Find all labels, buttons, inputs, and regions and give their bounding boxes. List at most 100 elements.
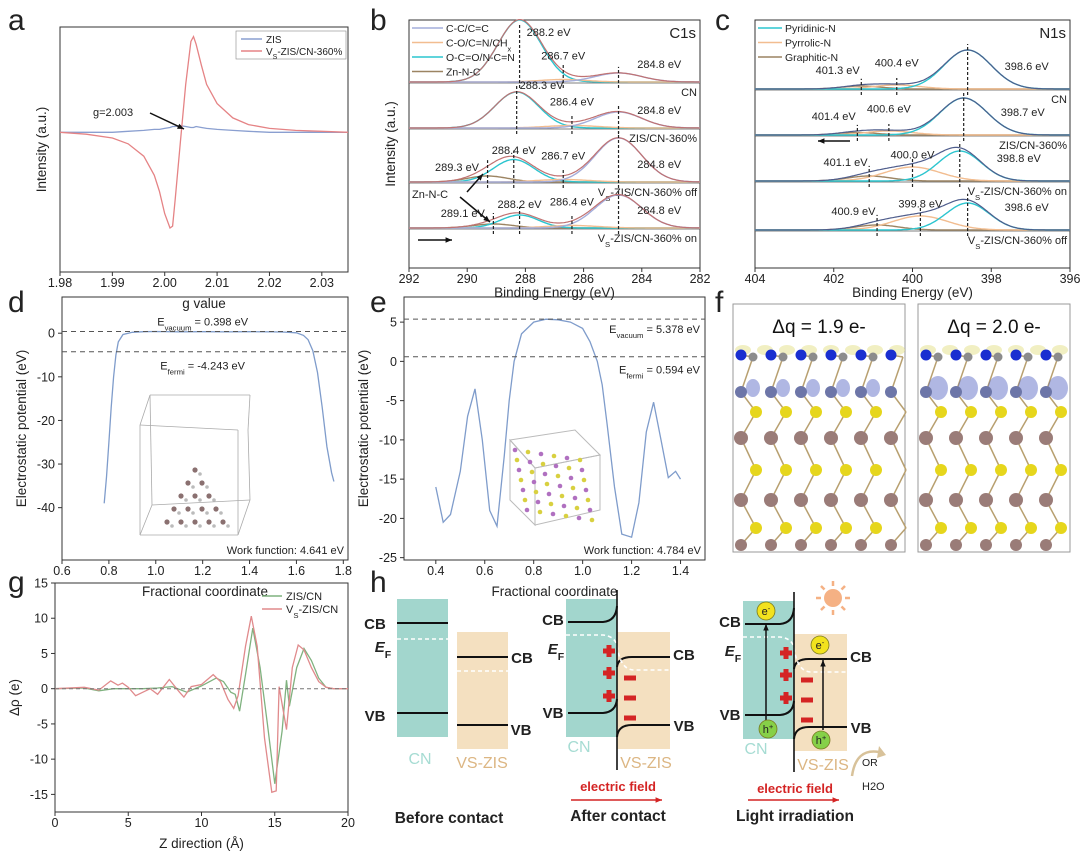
x-tick-label: 290 bbox=[457, 272, 478, 286]
atom bbox=[885, 539, 897, 551]
atom bbox=[185, 480, 191, 486]
text-span: + bbox=[822, 733, 827, 742]
text-span: -ZIS/CN-360% on bbox=[610, 233, 697, 245]
y-tick-label: 5 bbox=[390, 316, 397, 330]
text-span: 1.98 bbox=[48, 276, 72, 290]
atom bbox=[979, 431, 993, 445]
atom bbox=[574, 505, 580, 511]
atom bbox=[870, 464, 882, 476]
atom bbox=[1023, 352, 1033, 362]
peak-label: 400.4 eV bbox=[875, 58, 920, 70]
text-span: CB bbox=[511, 650, 533, 667]
text-span: 290 bbox=[457, 272, 478, 286]
x-tick-label: 10 bbox=[195, 816, 209, 830]
y-tick-label: -40 bbox=[37, 501, 55, 515]
x-axis-label: Binding Energy (eV) bbox=[494, 285, 615, 300]
y-tick-label: -5 bbox=[37, 717, 48, 731]
text-span: 400.0 eV bbox=[890, 150, 935, 162]
atom bbox=[870, 406, 882, 418]
atom bbox=[780, 522, 792, 534]
cell-edge bbox=[509, 429, 602, 469]
atom bbox=[206, 493, 212, 499]
atom bbox=[1009, 431, 1023, 445]
atom bbox=[198, 524, 202, 528]
text-span: b bbox=[370, 4, 387, 37]
x-axis-label: g value bbox=[182, 296, 226, 311]
panel-g-chart: 0 5 10 15 20 15 10 5 0 -5 -10 -15 Z direction (Å) Δρ … bbox=[7, 577, 355, 852]
peak-label: 284.8 eV bbox=[637, 205, 682, 217]
peak-label: 284.8 eV bbox=[637, 159, 682, 171]
atom bbox=[212, 524, 216, 528]
atom bbox=[933, 352, 943, 362]
atom bbox=[553, 463, 559, 469]
atom bbox=[192, 467, 198, 473]
atom bbox=[980, 349, 992, 361]
atom bbox=[995, 406, 1007, 418]
positive-charge-icon bbox=[783, 692, 789, 704]
cell-edge bbox=[247, 429, 251, 501]
positive-charge-icon bbox=[606, 645, 612, 657]
x-tick-label: 2.03 bbox=[310, 276, 334, 290]
sun-icon bbox=[816, 581, 850, 615]
text-span: S bbox=[975, 193, 980, 202]
text-span: 400.6 eV bbox=[867, 104, 912, 116]
panel-letter: a bbox=[8, 4, 25, 37]
atom bbox=[1025, 464, 1037, 476]
atom bbox=[585, 497, 591, 503]
x-tick-label: 0.8 bbox=[525, 564, 542, 578]
text-span: 15 bbox=[268, 816, 282, 830]
text-span: -20 bbox=[379, 512, 397, 526]
y-axis-label: Intensity (a.u.) bbox=[383, 101, 398, 187]
bond bbox=[830, 356, 844, 393]
electron-label: e- bbox=[762, 604, 771, 619]
text-span: CN bbox=[1051, 94, 1067, 106]
electric-field-label: electric field bbox=[580, 779, 656, 794]
panel-e-chart: 0.4 0.6 0.8 1.0 1.2 1.4 5 0 -5 -10 -15 -20 -25 Fracti… bbox=[356, 296, 706, 599]
peak-label: 401.4 eV bbox=[812, 111, 857, 123]
atom bbox=[546, 491, 552, 497]
atom bbox=[576, 515, 582, 521]
crystal-inset bbox=[509, 429, 602, 527]
atom bbox=[979, 493, 993, 507]
peak-label: 398.6 eV bbox=[1005, 61, 1050, 73]
atom bbox=[808, 352, 818, 362]
atom bbox=[1025, 522, 1037, 534]
atom bbox=[949, 431, 963, 445]
text-span: -5 bbox=[386, 394, 397, 408]
text-span: 286 bbox=[573, 272, 594, 286]
legend-label: Pyrrolic-N bbox=[785, 38, 831, 50]
text-span: 0.4 bbox=[427, 564, 444, 578]
atom bbox=[949, 493, 963, 507]
atom bbox=[192, 493, 198, 499]
work-function-label: Work function: 4.641 eV bbox=[227, 545, 345, 557]
atom bbox=[191, 511, 195, 515]
atom bbox=[750, 522, 762, 534]
text-span: 1.4 bbox=[672, 564, 689, 578]
text-span: CN bbox=[681, 87, 697, 99]
text-span: -10 bbox=[30, 753, 48, 767]
vb-label: VB bbox=[543, 705, 564, 722]
atom bbox=[512, 447, 518, 453]
text-span: Δρ (e) bbox=[7, 679, 22, 716]
text-span: CB bbox=[719, 614, 741, 631]
text-span: c bbox=[715, 4, 730, 37]
atom bbox=[522, 497, 528, 503]
text-span: CN bbox=[567, 739, 590, 756]
text-span: Work function: 4.784 eV bbox=[584, 545, 702, 557]
legend-label: C-C/C=C bbox=[446, 23, 489, 35]
or-label: OR bbox=[862, 757, 878, 769]
peak-label: 286.4 eV bbox=[550, 97, 595, 109]
x-tick-label: 2.02 bbox=[257, 276, 281, 290]
y-tick-label: -10 bbox=[37, 370, 55, 384]
y-tick-label: -15 bbox=[379, 473, 397, 487]
panel-letter: c bbox=[715, 4, 730, 37]
text-span: g bbox=[8, 566, 25, 599]
annotation: Zn-N-C bbox=[412, 189, 448, 201]
atom bbox=[1055, 464, 1067, 476]
text-span: 289.1 eV bbox=[441, 208, 486, 220]
text-span: e bbox=[370, 286, 387, 319]
atom bbox=[868, 352, 878, 362]
cell-edge bbox=[139, 424, 239, 431]
y-axis-label: Electrostatic potential (eV) bbox=[356, 350, 371, 508]
text-span: 284 bbox=[631, 272, 652, 286]
